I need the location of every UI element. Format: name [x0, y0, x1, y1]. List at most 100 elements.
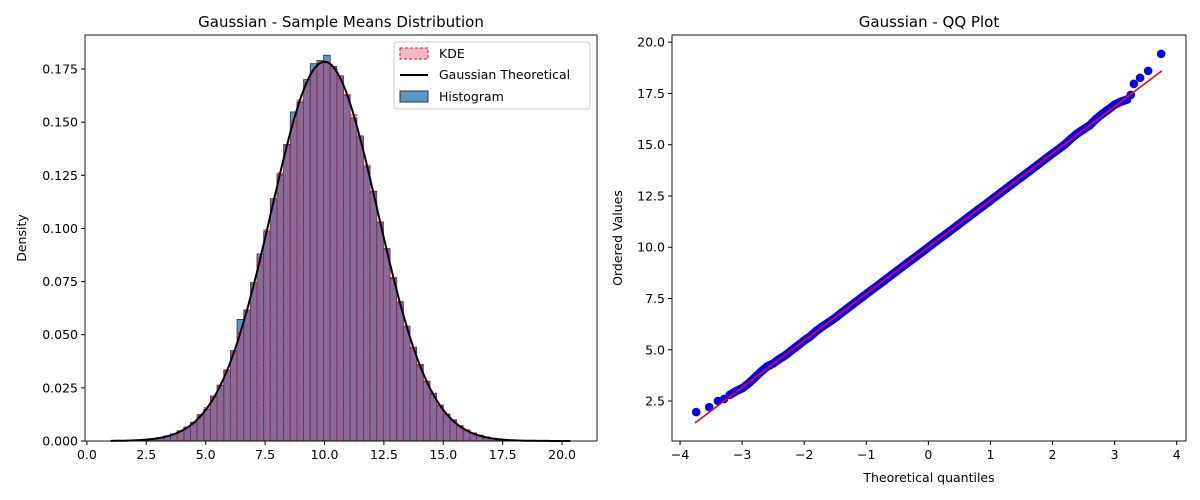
- kde-bar: [369, 192, 378, 442]
- histogram-x-tick-label: 10.0: [311, 447, 339, 462]
- kde-bar: [210, 397, 218, 442]
- histogram-y-tick-label: 0.150: [42, 115, 78, 130]
- kde-bar: [422, 380, 431, 442]
- kde-bar: [349, 114, 358, 442]
- histogram-x-tick-label: 17.5: [489, 447, 517, 462]
- histogram-x-tick-label: 5.0: [196, 447, 216, 462]
- qq-y-tick-label: 15.0: [637, 137, 665, 152]
- kde-bar: [216, 384, 225, 442]
- qq-y-axis-label: Ordered Values: [610, 190, 625, 286]
- kde-bar: [343, 94, 351, 442]
- legend-box: [393, 41, 591, 110]
- histogram-x-tick-label: 2.5: [136, 447, 156, 462]
- histogram-y-tick-label: 0.025: [42, 380, 78, 395]
- kde-bar: [376, 221, 384, 442]
- kde-bar: [283, 145, 291, 442]
- kde-bar: [236, 332, 245, 442]
- legend: KDE Gaussian Theoretical Histogram: [393, 41, 591, 110]
- qq-y-tick-label: 12.5: [637, 188, 665, 203]
- kde-bar: [223, 369, 231, 442]
- kde-bar: [396, 302, 404, 442]
- kde-bar: [436, 404, 444, 442]
- qq-x-tick-label: 4: [1173, 447, 1181, 462]
- histogram-x-tick-label: 12.5: [370, 447, 398, 462]
- qq-x-tick-label: 1: [986, 447, 994, 462]
- qq-y-tick-label: 2.5: [645, 394, 665, 409]
- kde-bar: [289, 120, 298, 442]
- histogram-x-tick-label: 0.0: [77, 447, 97, 462]
- qq-ticks: −4 −3 −2 −1 0 1 2 3 4 2.5 5.0 7.5 10.0 12.5 15.0 17.5 20…: [637, 35, 1181, 462]
- histogram-y-tick-label: 0.100: [42, 221, 78, 236]
- histogram-x-tick-label: 15.0: [429, 447, 457, 462]
- histogram-y-tick-label: 0.175: [42, 62, 78, 77]
- kde-bar: [363, 164, 371, 442]
- kde-bar: [323, 62, 331, 442]
- kde-bar: [249, 284, 258, 442]
- qq-x-tick-label: 3: [1111, 447, 1119, 462]
- qq-x-tick-label: −2: [795, 447, 813, 462]
- qq-x-tick-label: −3: [733, 447, 751, 462]
- qq-plot-title: Gaussian - QQ Plot: [859, 13, 1000, 31]
- gaussian-theoretical-curve: [110, 60, 571, 442]
- kde-bars: [110, 62, 544, 442]
- qq-y-tick-label: 5.0: [645, 342, 665, 357]
- qq-point: [691, 407, 701, 417]
- kde-bar: [243, 309, 251, 442]
- qq-x-tick-label: −4: [671, 447, 689, 462]
- kde-bar: [156, 437, 165, 442]
- qq-x-tick-label: 2: [1049, 447, 1057, 462]
- qq-x-tick-label: 0: [924, 447, 932, 462]
- kde-bar: [183, 426, 191, 442]
- histogram-axes-frame: [84, 34, 598, 442]
- kde-bar: [230, 351, 238, 442]
- qq-point: [1143, 66, 1153, 76]
- legend-kde-label: KDE: [439, 46, 465, 61]
- kde-bar: [336, 78, 344, 442]
- kde-bar: [456, 425, 464, 442]
- histogram-y-tick-label: 0.000: [42, 434, 78, 449]
- kde-bar: [163, 435, 171, 442]
- qq-fit-line: [694, 70, 1163, 424]
- kde-bar: [389, 276, 398, 442]
- legend-theoretical-label: Gaussian Theoretical: [439, 67, 570, 82]
- legend-histogram-label: Histogram: [439, 89, 504, 104]
- kde-bar: [356, 138, 364, 442]
- kde-bar: [276, 172, 285, 442]
- qq-point: [1156, 49, 1166, 59]
- kde-bar: [416, 364, 424, 442]
- legend-histogram-swatch: [399, 90, 429, 103]
- legend-kde-swatch: [399, 47, 429, 60]
- histogram-y-axis-label: Density: [14, 214, 29, 262]
- kde-bar: [303, 82, 311, 442]
- histogram-x-tick-label: 20.0: [548, 447, 576, 462]
- kde-bar: [316, 63, 324, 442]
- kde-bar: [269, 200, 278, 442]
- histogram-title: Gaussian - Sample Means Distribution: [198, 13, 484, 31]
- histogram-ticks: 0.0 2.5 5.0 7.5 10.0 12.5 15.0 17.5 20.0 0.000 0.0…: [42, 62, 576, 462]
- kde-bar: [329, 67, 338, 442]
- qq-point: [1135, 73, 1145, 83]
- qq-point: [704, 402, 714, 412]
- kde-bar: [256, 257, 265, 442]
- kde-bar: [402, 325, 411, 442]
- histogram-y-tick-label: 0.075: [42, 274, 78, 289]
- qq-axes-frame: [671, 34, 1187, 442]
- kde-bar: [409, 346, 418, 442]
- kde-bar: [309, 70, 318, 442]
- qq-y-tick-label: 17.5: [637, 86, 665, 101]
- histogram-panel: Gaussian - Sample Means Distribution Den…: [14, 13, 598, 462]
- kde-bar: [263, 229, 271, 442]
- kde-bar: [482, 436, 491, 442]
- qq-x-tick-label: −1: [857, 447, 875, 462]
- histogram-y-tick-label: 0.050: [42, 327, 78, 342]
- kde-bar: [203, 407, 211, 442]
- qq-y-tick-label: 7.5: [645, 291, 665, 306]
- kde-bar: [429, 393, 438, 442]
- histogram-x-tick-label: 7.5: [255, 447, 275, 462]
- qq-point: [1129, 79, 1139, 89]
- qq-x-axis-label: Theoretical quantiles: [862, 470, 994, 485]
- histogram-y-tick-label: 0.125: [42, 168, 78, 183]
- qq-y-tick-label: 10.0: [637, 240, 665, 255]
